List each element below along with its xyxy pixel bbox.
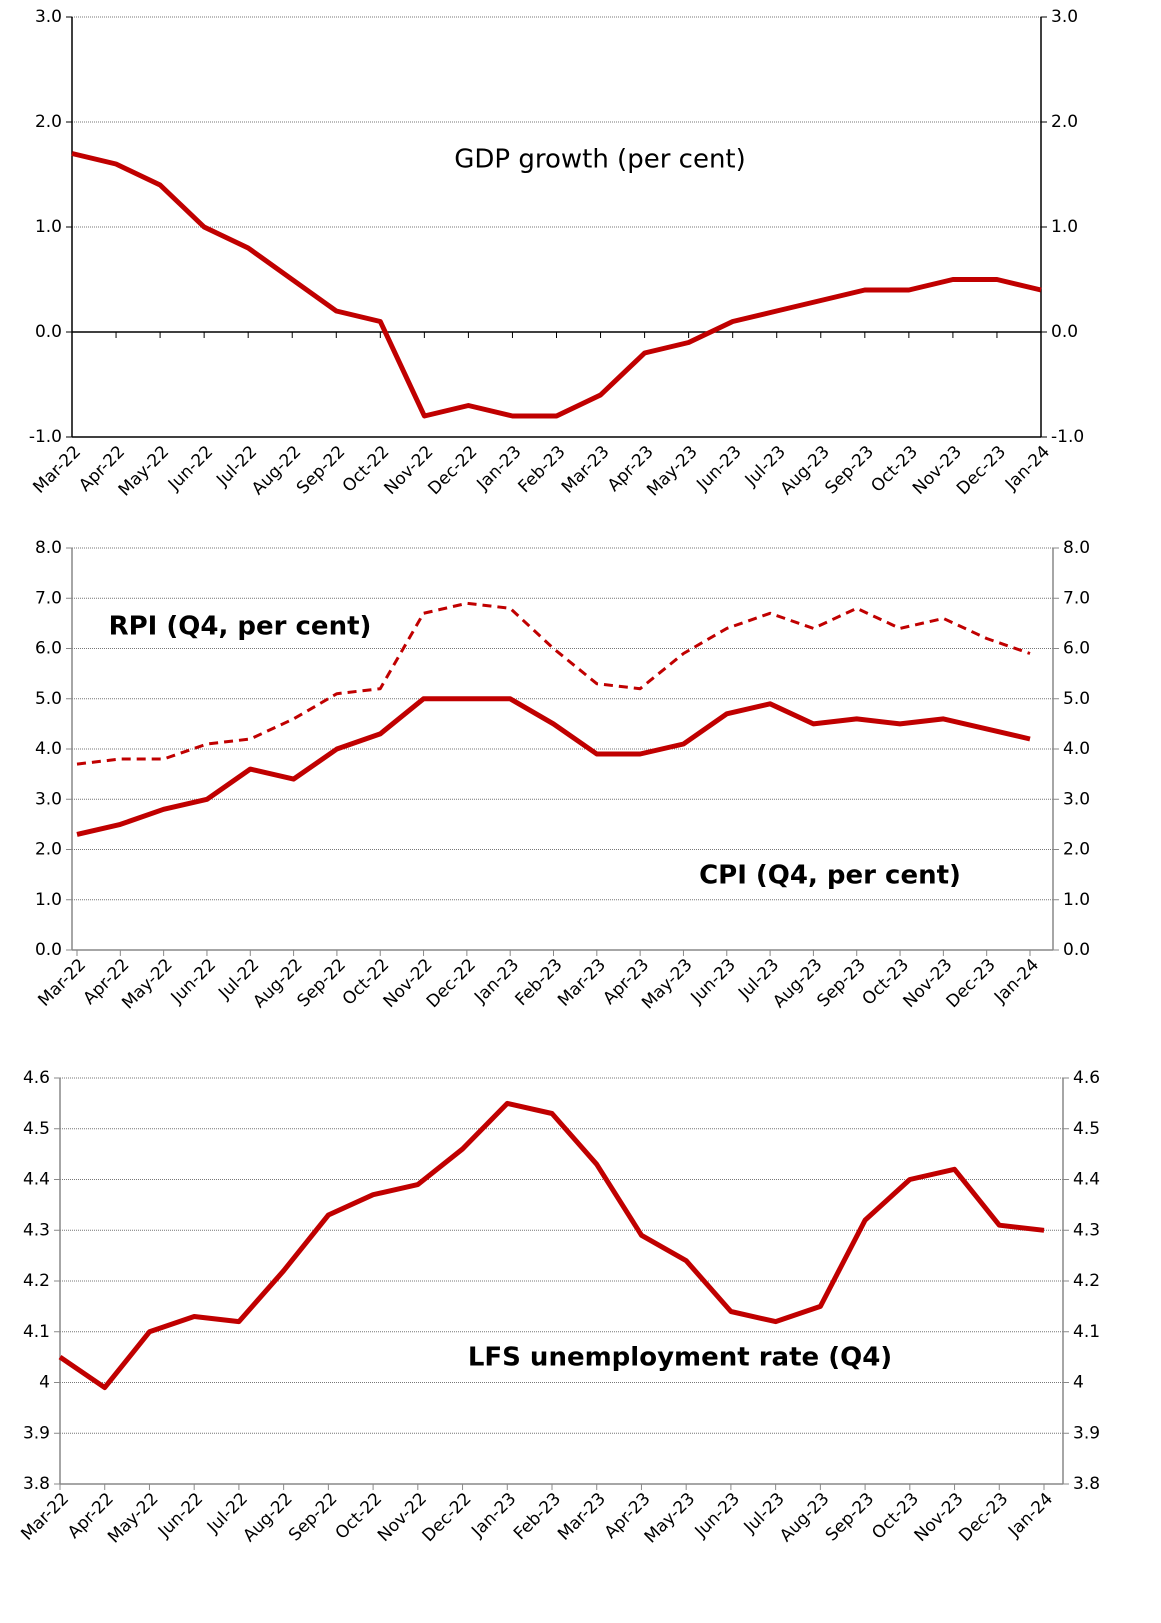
y-tick-label: 5.0: [35, 689, 62, 709]
x-tick-label: Aug-23: [776, 1489, 833, 1546]
y-tick-label: 8.0: [35, 538, 62, 558]
x-tick-label: Aug-22: [249, 955, 306, 1012]
y-tick-label: 3.9: [23, 1423, 50, 1443]
y2-tick-label: 2.0: [1063, 840, 1090, 860]
x-tick-label: Aug-22: [239, 1489, 296, 1546]
y-tick-label: 7.0: [35, 588, 62, 608]
x-tick-label: Aug-23: [777, 442, 834, 499]
y-tick-label: 1.0: [35, 217, 62, 237]
y2-tick-label: 2.0: [1051, 112, 1078, 132]
y2-tick-label: 4.3: [1073, 1220, 1100, 1240]
y2-tick-label: 3.0: [1063, 789, 1090, 809]
y2-tick-label: 1.0: [1063, 890, 1090, 910]
y2-tick-label: 8.0: [1063, 538, 1090, 558]
y2-tick-label: 3.9: [1073, 1423, 1100, 1443]
y2-tick-label: 4.4: [1073, 1170, 1100, 1190]
x-tick-label: Mar-23: [554, 955, 610, 1011]
x-tick-label: Jan-24: [1001, 442, 1054, 495]
x-tick-label: Dec-23: [955, 1489, 1012, 1546]
x-tick-label: Feb-23: [510, 1489, 565, 1544]
x-tick-label: Jun-23: [687, 955, 740, 1008]
x-tick-label: Dec-23: [953, 442, 1010, 499]
y-tick-label: 4.5: [23, 1119, 50, 1139]
y2-tick-label: 4.5: [1073, 1119, 1100, 1139]
x-tick-label: Jun-23: [691, 1489, 744, 1542]
x-tick-label: Jan-24: [990, 955, 1043, 1008]
y-tick-label: 0.0: [35, 322, 62, 342]
x-tick-label: Dec-22: [419, 1489, 476, 1546]
y2-tick-label: 7.0: [1063, 588, 1090, 608]
y2-tick-label: 5.0: [1063, 689, 1090, 709]
y-tick-label: 0.0: [35, 940, 62, 960]
x-tick-label: Feb-23: [515, 442, 570, 497]
x-tick-label: Dec-22: [423, 955, 480, 1012]
y-tick-label: 4.4: [23, 1170, 50, 1190]
x-tick-label: Nov-22: [374, 1489, 431, 1546]
y2-tick-label: 4: [1073, 1373, 1084, 1393]
x-tick-label: May-23: [641, 1489, 699, 1547]
x-tick-label: Mar-22: [29, 442, 85, 498]
series-label: GDP growth (per cent): [454, 145, 746, 175]
y-tick-label: 3.8: [23, 1474, 50, 1494]
x-tick-label: Sep-23: [821, 442, 877, 498]
y2-tick-label: -1.0: [1051, 427, 1084, 447]
y-tick-label: 3.0: [35, 789, 62, 809]
y-tick-label: 4.6: [23, 1068, 50, 1088]
x-tick-label: Jan-24: [1004, 1489, 1057, 1542]
y-tick-label: 2.0: [35, 840, 62, 860]
y-tick-label: 4.1: [23, 1322, 50, 1342]
x-tick-label: May-22: [104, 1489, 162, 1547]
y2-tick-label: 1.0: [1051, 217, 1078, 237]
x-tick-label: Aug-22: [248, 442, 305, 499]
y2-tick-label: 4.1: [1073, 1322, 1100, 1342]
x-tick-label: Sep-23: [822, 1489, 878, 1545]
x-tick-label: Sep-23: [813, 955, 869, 1011]
y-tick-label: 4.2: [23, 1271, 50, 1291]
series-label: RPI (Q4, per cent): [109, 612, 372, 642]
y-tick-label: 2.0: [35, 112, 62, 132]
series-line: [76, 696, 1031, 837]
y2-tick-label: 3.8: [1073, 1474, 1100, 1494]
y2-tick-label: 0.0: [1063, 940, 1090, 960]
series-label: CPI (Q4, per cent): [699, 861, 961, 891]
x-tick-label: Nov-23: [911, 1489, 968, 1546]
x-tick-label: Mar-22: [34, 955, 90, 1011]
x-tick-label: Dec-22: [424, 442, 481, 499]
y-tick-label: 4: [39, 1373, 50, 1393]
x-tick-label: Sep-22: [294, 955, 350, 1011]
y-tick-label: 6.0: [35, 639, 62, 659]
y2-tick-label: 4.0: [1063, 739, 1090, 759]
y2-tick-label: 4.6: [1073, 1068, 1100, 1088]
y-tick-label: 4.3: [23, 1220, 50, 1240]
series-line: [58, 1100, 1045, 1391]
series-label: LFS unemployment rate (Q4): [468, 1343, 892, 1373]
x-tick-label: Jan-23: [467, 1489, 520, 1542]
x-tick-label: Mar-22: [17, 1489, 73, 1545]
y-tick-label: -1.0: [29, 427, 62, 447]
x-tick-label: Aug-23: [769, 955, 826, 1012]
series-line: [71, 151, 1042, 419]
y-tick-label: 1.0: [35, 890, 62, 910]
y2-tick-label: 3.0: [1051, 7, 1078, 27]
x-tick-label: Sep-22: [285, 1489, 341, 1545]
x-tick-label: Jun-22: [164, 442, 217, 495]
x-tick-label: Jun-23: [692, 442, 745, 495]
x-tick-label: Jun-22: [154, 1489, 207, 1542]
y-tick-label: 3.0: [35, 7, 62, 27]
y2-tick-label: 0.0: [1051, 322, 1078, 342]
x-tick-label: Jun-22: [167, 955, 220, 1008]
y2-tick-label: 6.0: [1063, 639, 1090, 659]
y2-tick-label: 4.2: [1073, 1271, 1100, 1291]
x-tick-label: Mar-23: [558, 442, 614, 498]
x-tick-label: Sep-22: [293, 442, 349, 498]
y-tick-label: 4.0: [35, 739, 62, 759]
x-tick-label: Dec-23: [943, 955, 1000, 1012]
x-tick-label: Mar-23: [554, 1489, 610, 1545]
